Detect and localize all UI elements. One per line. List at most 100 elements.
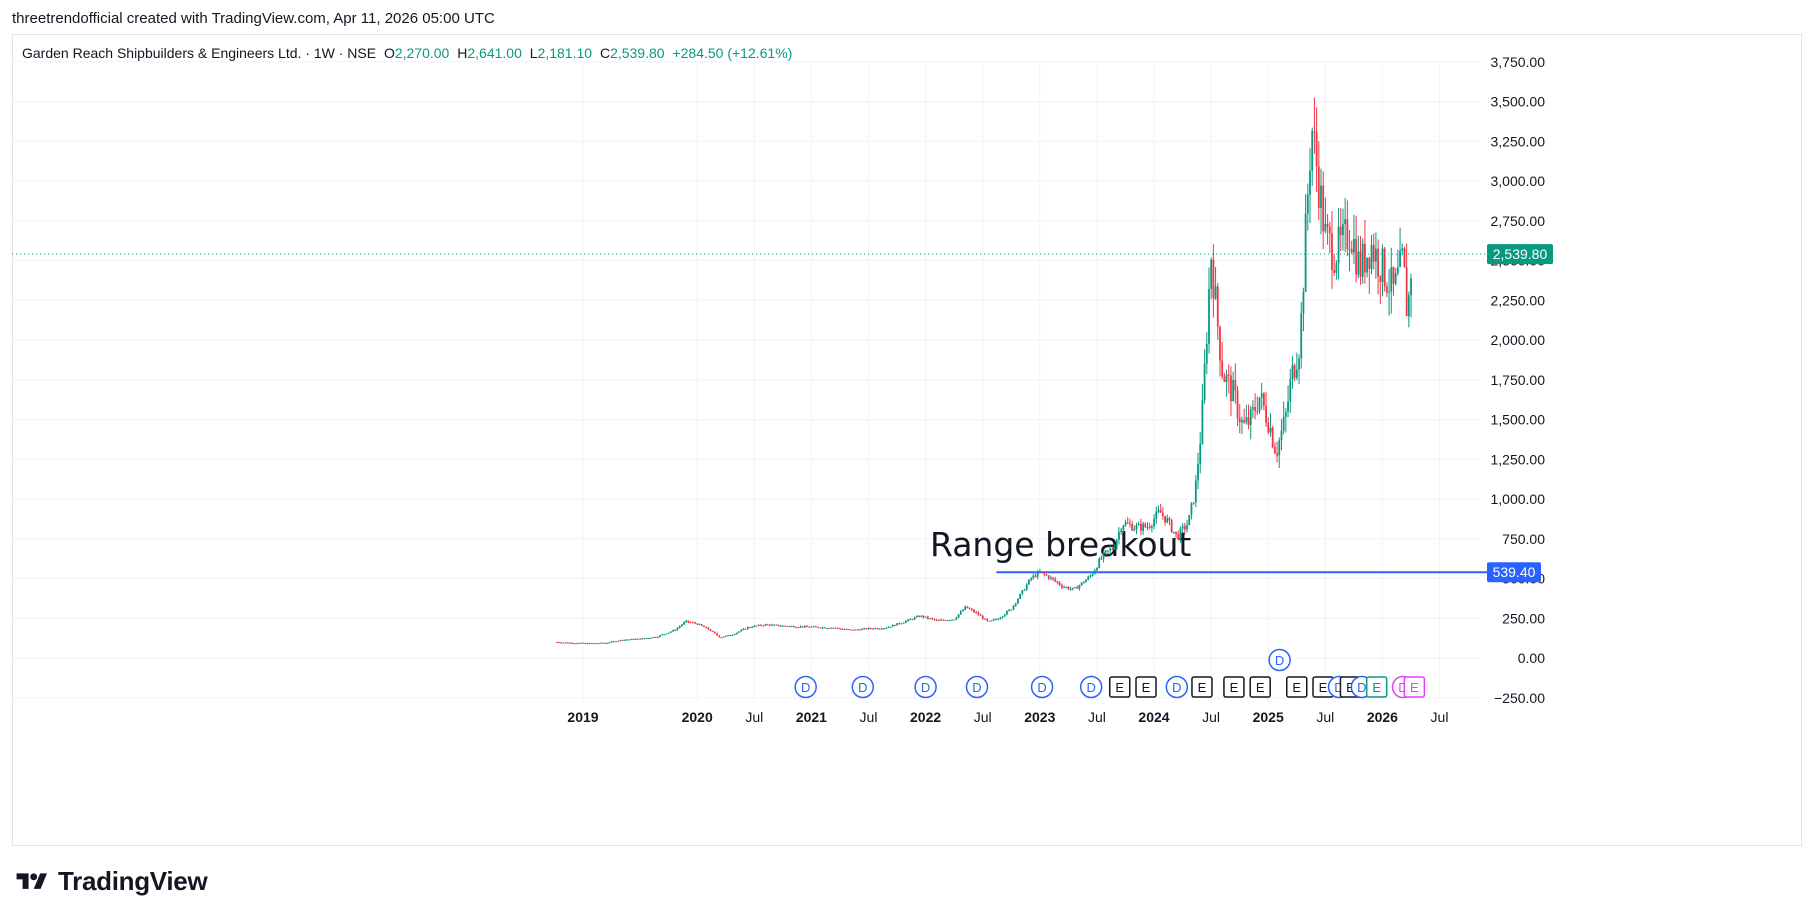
candle-body-down: [966, 606, 969, 609]
candle-body-down: [1372, 244, 1375, 262]
symbol-title[interactable]: Garden Reach Shipbuilders & Engineers Lt…: [22, 45, 377, 61]
candle-body-up: [1028, 579, 1030, 585]
candle-body-up: [992, 619, 995, 621]
candle-body-up: [652, 636, 655, 638]
y-tick-label: 3,250.00: [1491, 133, 1546, 149]
candle-body-up: [845, 629, 848, 631]
event-marker-label: D: [1334, 680, 1343, 695]
chart-grid: [12, 61, 1490, 702]
x-tick-label: 2024: [1138, 709, 1169, 725]
candle-body-up: [1065, 587, 1068, 589]
candle-body-up: [874, 628, 877, 630]
x-tick-label: Jul: [745, 709, 763, 725]
candle-body-up: [606, 642, 609, 644]
candle-body-up: [698, 624, 701, 626]
candle-body-down: [1234, 380, 1237, 391]
candle-body-up: [722, 636, 725, 638]
high-label: H: [457, 45, 468, 61]
candle-body-up: [645, 638, 648, 640]
candle-body-up: [579, 642, 582, 644]
y-tick-label: 0.00: [1518, 650, 1545, 666]
candle-body-down: [1129, 523, 1131, 525]
candle-body-down: [639, 638, 642, 640]
candle-body-up: [1133, 529, 1136, 531]
candle-body-down: [1346, 219, 1349, 250]
candle-body-up: [757, 624, 760, 626]
candle-body-down: [944, 620, 947, 622]
candle-body-down: [926, 616, 929, 619]
candle-body-down: [865, 628, 868, 630]
candle-body-up: [902, 622, 905, 624]
candle-body-down: [768, 624, 771, 626]
candle-body-down: [777, 624, 780, 626]
candle-body-up: [1102, 551, 1105, 559]
candle-body-up: [619, 639, 622, 641]
earnings-marker: [1108, 676, 1131, 698]
candle-body-up: [782, 625, 784, 627]
candle-body-up: [830, 627, 833, 629]
candle-body-down: [975, 612, 978, 614]
candle-body-down: [942, 619, 945, 621]
candle-body-down: [931, 618, 934, 620]
candle-body-down: [1159, 510, 1162, 513]
event-marker-label: D: [1086, 680, 1095, 695]
tradingview-brand[interactable]: TradingView: [14, 866, 208, 897]
candle-body-down: [744, 628, 747, 630]
candle-body-down: [711, 631, 714, 633]
candle-body-up: [1401, 248, 1404, 251]
candle-body-up: [1157, 510, 1160, 512]
candle-body-up: [724, 635, 727, 637]
candle-body-up: [905, 620, 907, 623]
candle-body-up: [920, 615, 923, 617]
y-tick-label: 3,750.00: [1491, 54, 1546, 70]
y-tick-label: 2,250.00: [1491, 292, 1546, 308]
candle-body-down: [749, 627, 751, 629]
candle-body-up: [1089, 575, 1092, 577]
candle-body-down: [1364, 243, 1366, 273]
candle-body-up: [1394, 272, 1397, 284]
candle-body-down: [1045, 574, 1048, 576]
candle-body-up: [1260, 393, 1263, 398]
candle-body-up: [1361, 243, 1364, 277]
candle-body-down: [582, 642, 584, 644]
candle-body-up: [771, 624, 773, 626]
high-value: 2,641.00: [467, 45, 522, 61]
candle-body-up: [1249, 409, 1252, 426]
range-breakout-annotation: Range breakout: [930, 525, 1191, 564]
candle-body-up: [727, 635, 729, 637]
candle-body-up: [634, 638, 637, 640]
candle-body-down: [1060, 585, 1063, 588]
candle-body-up: [731, 634, 734, 636]
candle-body-up: [764, 624, 767, 626]
candle-body-up: [637, 638, 639, 640]
candle-body-up: [797, 627, 800, 629]
candle-body-up: [1194, 480, 1197, 503]
candle-body-up: [1390, 267, 1393, 292]
candle-body-down: [847, 629, 850, 631]
candle-body-up: [1150, 526, 1153, 528]
candle-body-up: [1344, 219, 1347, 225]
change-value: +284.50 (+12.61%): [672, 45, 793, 61]
candle-body-up: [1396, 266, 1399, 273]
candle-body-down: [973, 609, 975, 613]
candle-body-down: [1216, 286, 1219, 327]
candle-body-up: [962, 609, 964, 612]
y-tick-label: 750.00: [1502, 531, 1545, 547]
current-price-label: 2,539.80: [1493, 246, 1548, 262]
candle-body-up: [1087, 576, 1090, 580]
event-marker-label: E: [1346, 680, 1355, 695]
candle-body-up: [1172, 531, 1175, 533]
candle-body-down: [571, 642, 574, 644]
candle-body-up: [790, 626, 793, 628]
candle-body-up: [1309, 171, 1311, 195]
candle-body-up: [1232, 380, 1235, 402]
y-tick-label: 1,750.00: [1491, 372, 1546, 388]
candle-body-down: [1379, 276, 1382, 283]
candle-body-down: [911, 619, 914, 621]
x-tick-label: Jul: [860, 709, 878, 725]
candle-body-down: [696, 623, 699, 625]
y-tick-label: 1,250.00: [1491, 451, 1546, 467]
candle-body-down: [880, 628, 883, 630]
candle-body-up: [648, 637, 650, 639]
